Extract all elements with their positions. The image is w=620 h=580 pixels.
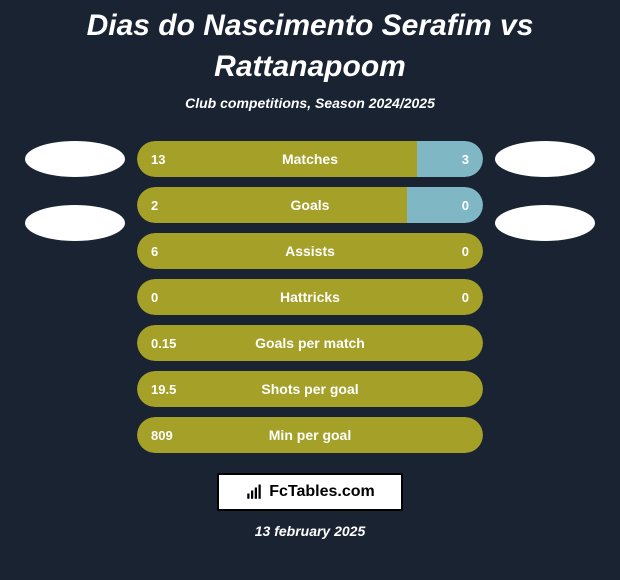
bar-left-value: 19.5 xyxy=(151,382,176,397)
brand-badge[interactable]: FcTables.com xyxy=(217,473,403,511)
bar-label: Matches xyxy=(282,151,338,167)
bar-left-fill xyxy=(137,141,417,177)
stat-bar: 809 Min per goal xyxy=(137,417,483,453)
right-avatar-column xyxy=(495,141,595,241)
subtitle: Club competitions, Season 2024/2025 xyxy=(0,95,620,111)
comparison-bars: 13 Matches 3 2 Goals 0 6 Assists 0 0 Hattricks 0 0.1… xyxy=(137,141,483,453)
bar-right-value: 0 xyxy=(462,198,469,213)
page-title: Dias do Nascimento Serafim vs Rattanapoo… xyxy=(0,0,620,95)
player-avatar-left xyxy=(25,205,125,241)
bar-left-value: 809 xyxy=(151,428,173,443)
bar-left-value: 0 xyxy=(151,290,158,305)
player-avatar-right xyxy=(495,141,595,177)
stat-bar: 13 Matches 3 xyxy=(137,141,483,177)
bar-right-fill xyxy=(407,187,483,223)
bar-left-value: 0.15 xyxy=(151,336,176,351)
bar-left-fill xyxy=(137,187,407,223)
stat-bar: 6 Assists 0 xyxy=(137,233,483,269)
bar-right-value: 3 xyxy=(462,152,469,167)
bar-left-value: 6 xyxy=(151,244,158,259)
bar-left-value: 2 xyxy=(151,198,158,213)
bar-label: Min per goal xyxy=(269,427,351,443)
bar-right-value: 0 xyxy=(462,244,469,259)
bar-label: Assists xyxy=(285,243,335,259)
bar-label: Goals xyxy=(291,197,330,213)
date-text: 13 february 2025 xyxy=(255,523,366,539)
stat-bar: 0.15 Goals per match xyxy=(137,325,483,361)
player-avatar-right xyxy=(495,205,595,241)
stats-area: 13 Matches 3 2 Goals 0 6 Assists 0 0 Hattricks 0 0.1… xyxy=(0,141,620,453)
stat-bar: 2 Goals 0 xyxy=(137,187,483,223)
left-avatar-column xyxy=(25,141,125,241)
bar-label: Goals per match xyxy=(255,335,365,351)
bar-label: Hattricks xyxy=(280,289,340,305)
player-avatar-left xyxy=(25,141,125,177)
stat-bar: 19.5 Shots per goal xyxy=(137,371,483,407)
bar-label: Shots per goal xyxy=(261,381,358,397)
stat-bar: 0 Hattricks 0 xyxy=(137,279,483,315)
chart-icon xyxy=(245,483,263,501)
bar-right-value: 0 xyxy=(462,290,469,305)
brand-text: FcTables.com xyxy=(269,483,375,501)
bar-right-fill xyxy=(417,141,483,177)
bar-left-value: 13 xyxy=(151,152,165,167)
